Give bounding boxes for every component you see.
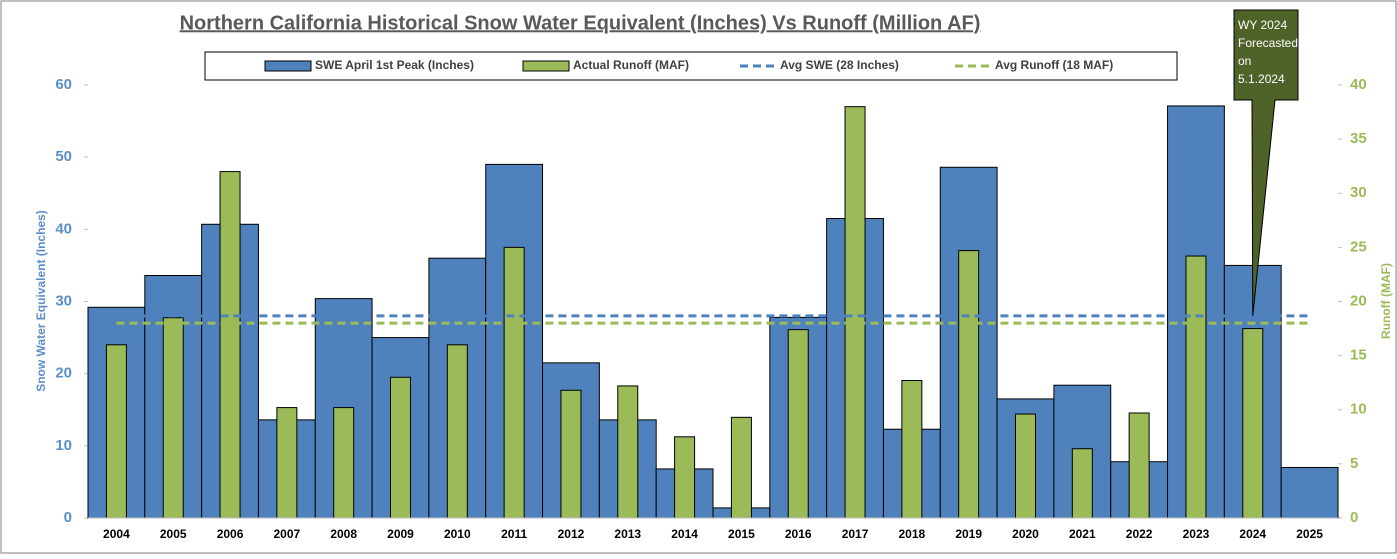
x-tick-label: 2016: [785, 527, 812, 541]
y-tick-label: 10: [55, 437, 72, 454]
y-tick-label: 40: [55, 220, 72, 237]
runoff-bar: [674, 436, 696, 519]
x-tick-label: 2007: [274, 527, 301, 541]
x-tick-label: 2004: [103, 527, 130, 541]
chart-title: Northern California Historical Snow Wate…: [180, 12, 981, 34]
x-tick-label: 2011: [501, 527, 527, 541]
legend-label: Avg Runoff (18 MAF): [995, 58, 1113, 72]
x-tick-label: 2015: [728, 527, 755, 541]
x-tick-label: 2020: [1012, 527, 1039, 541]
x-tick-label: 2025: [1296, 527, 1323, 541]
y2-tick-label: 20: [1350, 292, 1367, 309]
y-tick-label: 30: [55, 292, 72, 309]
legend-label: Avg SWE (28 Inches): [780, 58, 899, 72]
x-tick-label: 2010: [444, 527, 471, 541]
runoff-bar: [730, 416, 752, 519]
x-tick-label: 2006: [217, 527, 244, 541]
runoff-bar: [1128, 412, 1150, 519]
runoff-bar: [333, 407, 355, 519]
y-tick-label: 60: [55, 76, 72, 93]
y2-axis-label: Runoff (MAF): [1379, 263, 1393, 339]
x-tick-label: 2008: [330, 527, 357, 541]
runoff-bar: [560, 389, 582, 519]
y2-tick-label: 25: [1350, 238, 1367, 255]
runoff-bar: [162, 317, 184, 519]
x-tick-label: 2013: [614, 527, 641, 541]
callout-text: 5.1.2024: [1238, 72, 1285, 86]
runoff-bar: [1071, 448, 1093, 519]
y-axis-label: Snow Water Equivalent (Inches): [34, 210, 48, 392]
x-tick-label: 2021: [1069, 527, 1096, 541]
legend-label: Actual Runoff (MAF): [573, 58, 689, 72]
legend-swatch: [522, 60, 570, 72]
legend-swatch: [264, 60, 312, 72]
callout-text: Forecasted: [1238, 36, 1298, 50]
runoff-bar: [446, 344, 468, 519]
runoff-bar: [958, 250, 980, 519]
y-tick-label: 20: [55, 365, 72, 382]
callout: [1233, 9, 1299, 316]
x-tick-label: 2009: [387, 527, 414, 541]
runoff-bar: [901, 380, 923, 519]
runoff-bar: [1242, 328, 1264, 519]
runoff-bar: [844, 106, 866, 519]
y2-tick-label: 35: [1350, 130, 1367, 147]
runoff-bar: [1015, 413, 1036, 519]
x-tick-label: 2023: [1183, 527, 1210, 541]
x-tick-label: 2018: [899, 527, 926, 541]
y2-tick-label: 15: [1350, 347, 1367, 364]
y2-tick-label: 0: [1350, 509, 1358, 526]
runoff-bar: [390, 376, 411, 519]
callout-text: WY 2024: [1238, 18, 1287, 32]
y2-tick-label: 10: [1350, 401, 1367, 418]
runoff-bar: [1185, 255, 1207, 519]
legend-box: [204, 51, 1178, 81]
y-tick-label: 50: [55, 148, 72, 165]
x-tick-label: 2017: [842, 527, 869, 541]
runoff-bar: [276, 407, 298, 519]
x-tick-label: 2024: [1239, 527, 1266, 541]
x-tick-label: 2019: [955, 527, 982, 541]
runoff-bar: [787, 329, 809, 519]
legend-label: SWE April 1st Peak (Inches): [315, 58, 474, 72]
y2-tick-label: 40: [1350, 76, 1367, 93]
swe-bar: [1280, 466, 1339, 519]
y-tick-label: 0: [64, 509, 72, 526]
runoff-bar: [617, 385, 639, 519]
x-tick-label: 2012: [558, 527, 585, 541]
callout-text: on: [1238, 54, 1251, 68]
x-tick-label: 2022: [1126, 527, 1153, 541]
runoff-bar: [503, 246, 525, 519]
y2-tick-label: 5: [1350, 455, 1358, 472]
runoff-bar: [219, 171, 241, 519]
runoff-bar: [105, 344, 127, 519]
y2-tick-label: 30: [1350, 184, 1367, 201]
x-tick-label: 2005: [160, 527, 187, 541]
x-tick-label: 2014: [671, 527, 698, 541]
